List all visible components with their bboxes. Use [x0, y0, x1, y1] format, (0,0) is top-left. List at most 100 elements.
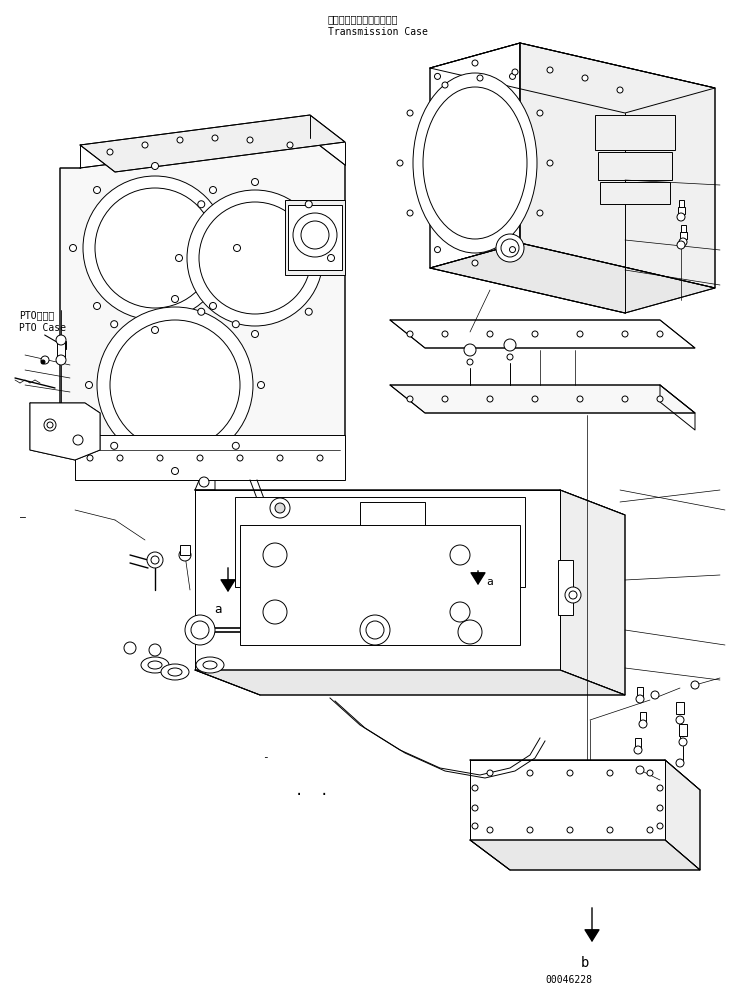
Circle shape: [472, 805, 478, 811]
Circle shape: [512, 69, 518, 75]
Circle shape: [252, 178, 258, 185]
Circle shape: [287, 142, 293, 148]
Circle shape: [407, 210, 413, 216]
Circle shape: [450, 602, 470, 622]
Circle shape: [142, 142, 148, 148]
Circle shape: [472, 60, 478, 66]
Circle shape: [496, 234, 524, 262]
Bar: [360, 502, 425, 527]
Circle shape: [442, 331, 448, 337]
Ellipse shape: [95, 188, 215, 308]
Bar: [288, 205, 342, 270]
Circle shape: [527, 827, 533, 833]
Circle shape: [532, 331, 538, 337]
Circle shape: [407, 110, 413, 116]
Circle shape: [69, 245, 77, 251]
Circle shape: [647, 827, 653, 833]
Circle shape: [199, 477, 209, 487]
Circle shape: [232, 321, 239, 328]
Bar: [679, 724, 687, 736]
Circle shape: [487, 331, 493, 337]
Polygon shape: [195, 490, 560, 670]
Circle shape: [305, 201, 312, 208]
Circle shape: [212, 135, 218, 141]
Circle shape: [434, 247, 440, 252]
Circle shape: [472, 823, 478, 829]
Polygon shape: [195, 670, 625, 695]
Circle shape: [487, 396, 493, 402]
Bar: [679, 200, 684, 207]
Bar: [680, 232, 687, 239]
Circle shape: [504, 339, 516, 351]
Bar: [637, 687, 643, 697]
Circle shape: [527, 770, 533, 776]
Ellipse shape: [196, 657, 224, 673]
Circle shape: [607, 827, 613, 833]
Bar: [235, 497, 525, 587]
Circle shape: [317, 455, 323, 461]
Circle shape: [657, 331, 663, 337]
Circle shape: [639, 720, 647, 728]
Circle shape: [622, 396, 628, 402]
Circle shape: [407, 331, 413, 337]
Circle shape: [47, 422, 53, 428]
Circle shape: [157, 455, 163, 461]
Circle shape: [397, 160, 403, 166]
Circle shape: [147, 552, 163, 568]
Circle shape: [487, 770, 493, 776]
Circle shape: [607, 770, 613, 776]
Ellipse shape: [203, 661, 217, 669]
Circle shape: [185, 615, 215, 645]
Polygon shape: [390, 385, 695, 413]
Polygon shape: [665, 760, 700, 870]
Bar: [57, 340, 65, 358]
Circle shape: [258, 381, 264, 388]
Ellipse shape: [199, 202, 311, 314]
Circle shape: [198, 308, 204, 315]
Circle shape: [198, 201, 204, 208]
Circle shape: [567, 770, 573, 776]
Circle shape: [651, 691, 659, 699]
Circle shape: [679, 238, 687, 246]
Circle shape: [657, 823, 663, 829]
Polygon shape: [470, 760, 665, 840]
Circle shape: [293, 213, 337, 257]
Circle shape: [305, 308, 312, 315]
Bar: [681, 225, 686, 232]
Circle shape: [634, 746, 642, 754]
Circle shape: [676, 716, 684, 724]
Circle shape: [467, 359, 473, 365]
Polygon shape: [30, 403, 100, 460]
Circle shape: [510, 73, 515, 79]
Ellipse shape: [168, 668, 182, 676]
Text: b: b: [581, 956, 589, 970]
Circle shape: [41, 356, 49, 364]
Circle shape: [464, 344, 476, 356]
Circle shape: [567, 827, 573, 833]
Text: ·  ·: · ·: [295, 788, 328, 802]
Circle shape: [111, 321, 118, 328]
Circle shape: [434, 73, 440, 79]
Circle shape: [234, 245, 240, 251]
Bar: [640, 712, 646, 722]
Text: -: -: [262, 752, 269, 762]
Circle shape: [149, 644, 161, 656]
Circle shape: [277, 455, 283, 461]
Circle shape: [360, 615, 390, 645]
Bar: [240, 525, 520, 645]
Circle shape: [73, 435, 83, 445]
Circle shape: [41, 360, 45, 364]
Circle shape: [107, 149, 113, 155]
Circle shape: [472, 785, 478, 791]
Circle shape: [507, 354, 513, 360]
Ellipse shape: [83, 176, 227, 320]
Circle shape: [328, 254, 334, 261]
Circle shape: [407, 396, 413, 402]
Circle shape: [237, 455, 243, 461]
Bar: [598, 152, 672, 180]
Ellipse shape: [141, 657, 169, 673]
Bar: [285, 200, 345, 275]
Circle shape: [442, 82, 448, 88]
Circle shape: [177, 137, 183, 143]
Circle shape: [85, 381, 93, 388]
